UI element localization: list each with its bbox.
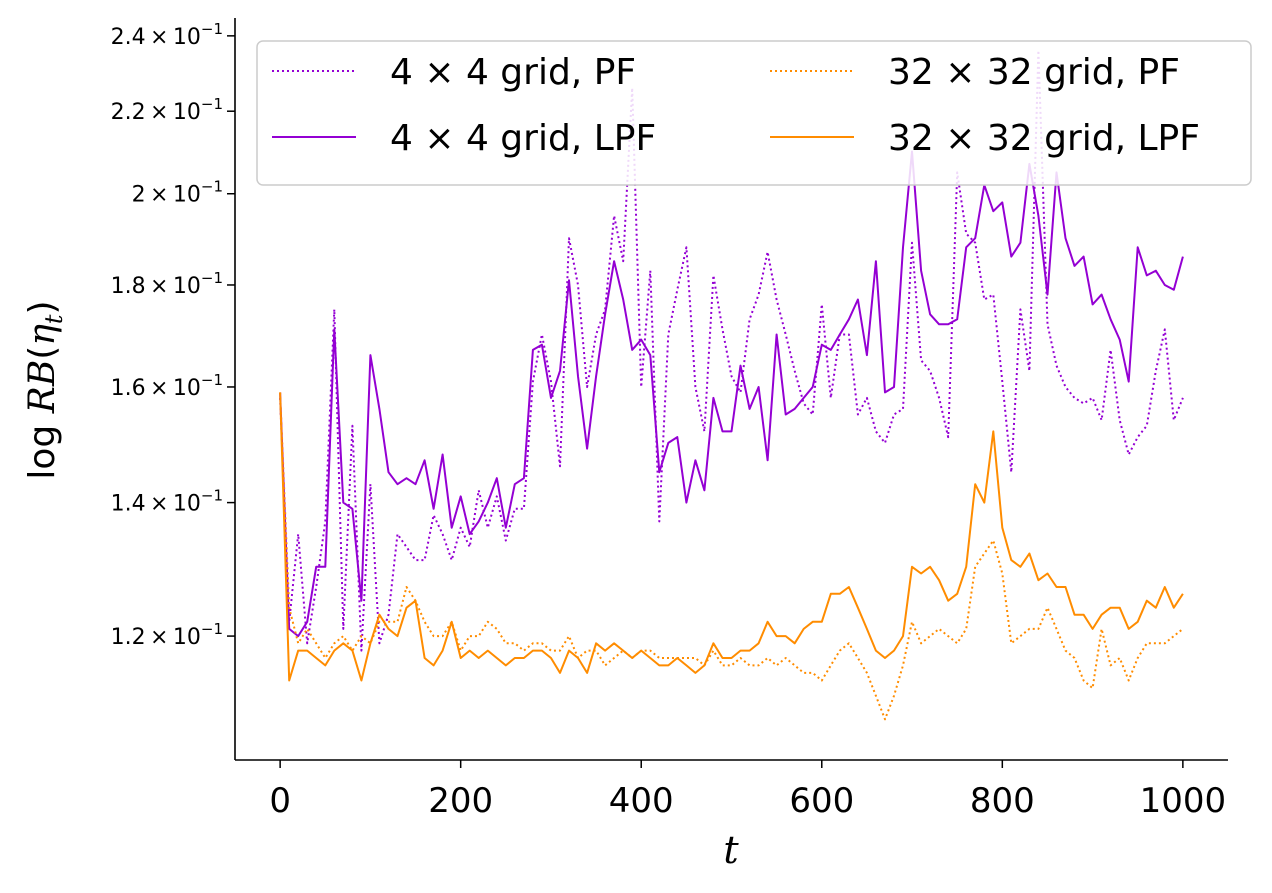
- series-line-3: [279, 392, 1184, 682]
- series-line-0: [279, 49, 1184, 652]
- legend-label-3: 32 × 32 grid, LPF: [888, 118, 1200, 159]
- y-tick-label: 1.6 × 10−1: [111, 371, 223, 401]
- y-tick-label: 1.8 × 10−1: [111, 269, 223, 299]
- y-tick-label: 2.2 × 10−1: [111, 95, 223, 125]
- x-axis-title: t: [723, 828, 739, 872]
- y-tick-label: 2.4 × 10−1: [111, 20, 223, 50]
- x-tick-label: 600: [789, 781, 854, 821]
- legend: 4 × 4 grid, PF 4 × 4 grid, LPF 32 × 32 gri…: [256, 40, 1252, 186]
- legend-label-0: 4 × 4 grid, PF: [390, 52, 636, 93]
- x-tick-label: 200: [428, 781, 493, 821]
- y-tick-label: 1.2 × 10−1: [111, 620, 223, 650]
- ticks: 0 200 400 600 800 1000 1.2 × 10−1 1.4 × 10−1 1.6…: [111, 20, 1226, 821]
- x-tick-label: 1000: [1140, 781, 1227, 821]
- x-tick-label: 400: [609, 781, 674, 821]
- series-line-2: [279, 392, 1184, 721]
- x-tick-label: 0: [269, 781, 291, 821]
- y-tick-label: 2 × 10−1: [132, 178, 223, 208]
- legend-frame: [256, 40, 1252, 186]
- legend-label-1: 4 × 4 grid, LPF: [390, 118, 656, 159]
- series-line-1: [279, 150, 1184, 638]
- x-tick-label: 800: [970, 781, 1035, 821]
- y-tick-label: 1.4 × 10−1: [111, 487, 223, 517]
- y-axis-title: log RB(ηt): [22, 300, 68, 479]
- legend-label-2: 32 × 32 grid, PF: [888, 52, 1180, 93]
